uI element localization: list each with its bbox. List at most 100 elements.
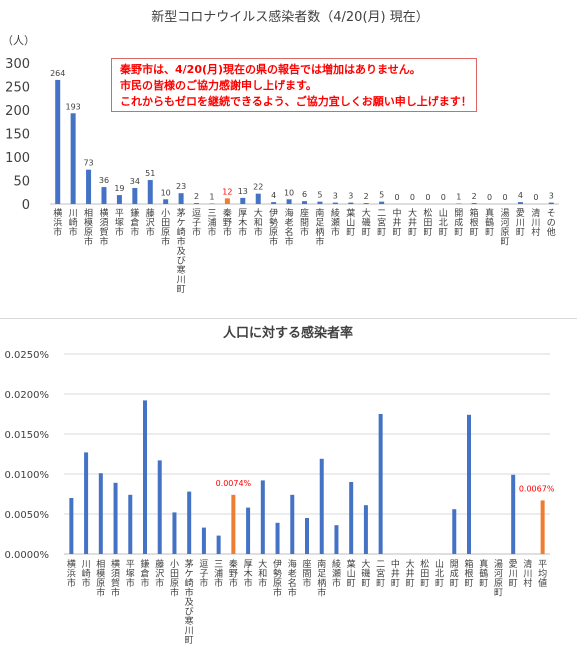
- chart1-bar: [471, 203, 477, 204]
- chart1-value-label: 1: [456, 193, 461, 202]
- chart1-bar: [101, 187, 107, 204]
- chart2-x-label: 湯河原町: [494, 559, 503, 599]
- chart1-value-label: 264: [50, 69, 65, 78]
- chart2-x-label: 逗子市: [199, 559, 208, 589]
- chart2-x-label: 海老名市: [288, 558, 297, 599]
- chart1-value-label: 36: [99, 176, 109, 185]
- chart1-x-label: 中井町: [393, 207, 402, 238]
- chart2-bar: [84, 452, 89, 554]
- chart1-x-label: 三浦市: [207, 209, 216, 238]
- chart1-value-label: 3: [333, 192, 338, 201]
- chart2-x-label: 横浜市: [67, 558, 76, 589]
- chart2-bar: [260, 480, 265, 554]
- chart1-bars: [55, 79, 554, 204]
- chart1-x-label: 愛川町: [516, 207, 525, 238]
- chart1-bar: [224, 198, 230, 204]
- chart2-ytick-label: 0.0100%: [5, 470, 50, 481]
- chart1-value-label: 5: [379, 191, 384, 200]
- chart1-x-label: 横浜市: [53, 207, 62, 238]
- chart1-value-label: 0: [487, 193, 492, 202]
- chart2-bar: [143, 400, 147, 554]
- chart1-value-label: 3: [348, 192, 353, 201]
- chart2-x-label: 愛川町: [509, 558, 518, 589]
- chart1-value-label: 34: [130, 177, 140, 186]
- chart2-x-label: 山北町: [435, 559, 444, 589]
- chart2-x-label: 二宮町: [376, 560, 385, 589]
- chart1-x-labels: 横浜市川崎市相模原市横須賀市平塚市鎌倉市藤沢市小田原市茅ケ崎市及び寒川町逗子市三…: [53, 207, 556, 295]
- chart2-bar: [452, 509, 457, 554]
- chart2-x-label: 真鶴町: [479, 558, 488, 589]
- chart2-x-label: 小田原市: [170, 559, 179, 599]
- chart1-bar: [302, 201, 307, 204]
- chart1-ytick-label: 0: [22, 198, 30, 213]
- chart1-x-label: 南足柄市: [315, 207, 324, 248]
- infection-rate-chart: 人口に対する感染者率 0.0000% 0.0050% 0.0100% 0.0150% 0…: [5, 325, 555, 646]
- chart2-x-label: 南足柄市: [317, 558, 326, 599]
- chart2-bars: [69, 400, 545, 554]
- chart2-x-label: 綾瀬市: [332, 558, 341, 589]
- chart1-x-label: 小田原市: [161, 208, 170, 248]
- chart2-bar: [290, 494, 295, 554]
- chart1-bar: [240, 197, 246, 204]
- chart1-ytick-label: 300: [5, 57, 30, 72]
- chart1-bar: [163, 199, 169, 204]
- chart2-x-label: 清川村: [523, 558, 532, 589]
- chart1-value-label: 0: [425, 193, 430, 202]
- chart2-x-label: 葉山町: [347, 558, 356, 589]
- chart1-value-label: 73: [83, 159, 93, 168]
- chart2-x-label: 川崎市: [82, 560, 91, 589]
- chart1-x-label: 横須賀市: [99, 207, 108, 248]
- chart1-x-label: 座間市: [300, 207, 309, 238]
- chart1-value-label: 12: [222, 187, 232, 196]
- infection-count-chart: 新型コロナウイルス感染者数（4/20(月) 現在） （人） 0501001502…: [2, 9, 559, 295]
- chart1-x-label: 葉山町: [346, 207, 355, 238]
- chart1-x-label: 清川村: [531, 207, 540, 238]
- chart1-ytick-label: 200: [5, 104, 30, 119]
- chart2-x-label: 三浦市: [214, 560, 223, 589]
- chart1-x-label: 鎌倉市: [130, 207, 139, 238]
- chart1-ytick-label: 150: [5, 128, 30, 143]
- chart1-value-label: 22: [253, 183, 263, 192]
- chart1-ytick-label: 50: [13, 175, 30, 190]
- chart2-bar: [172, 512, 177, 554]
- chart1-x-label: 川崎市: [69, 209, 78, 238]
- chart1-x-label: 秦野市: [223, 207, 232, 238]
- chart2-x-labels: 横浜市川崎市相模原市横須賀市平塚市鎌倉市藤沢市小田原市茅ケ崎市及び寒川町逗子市三…: [67, 558, 547, 646]
- chart2-x-label: 厚木市: [244, 559, 253, 589]
- chart2-x-label: 松田町: [420, 558, 429, 589]
- chart2-gridlines: [64, 353, 550, 515]
- annotation-line-1: 秦野市は、4/20(月)現在の県の報告では増加はありません。: [120, 63, 421, 76]
- annotation-line-2: 市民の皆様のご協力感謝申し上げます。: [120, 79, 317, 92]
- chart2-ytick-label: 0.0050%: [5, 510, 50, 521]
- chart1-bar: [363, 203, 369, 204]
- chart2-y-ticks: 0.0000% 0.0050% 0.0100% 0.0150% 0.0200% 0.025…: [5, 350, 50, 561]
- chart2-title: 人口に対する感染者率: [223, 325, 353, 341]
- chart1-value-label: 0: [394, 193, 399, 202]
- chart1-x-label: 山北町: [439, 208, 448, 238]
- chart1-ytick-label: 250: [5, 81, 30, 96]
- chart2-x-label: 開成町: [450, 559, 459, 589]
- chart1-x-label: 相模原市: [84, 207, 93, 248]
- chart2-bar: [363, 505, 368, 554]
- chart-divider: [0, 318, 577, 319]
- chart2-data-label: 0.0067%: [519, 484, 555, 493]
- chart2-x-label: 平均値: [538, 559, 547, 589]
- chart2-ytick-label: 0.0000%: [5, 550, 50, 561]
- chart1-bar: [147, 180, 153, 204]
- chart2-x-label: 平塚市: [126, 559, 135, 589]
- chart1-x-label: 逗子市: [192, 208, 201, 238]
- chart2-bar: [187, 491, 192, 554]
- chart2-bar: [540, 500, 545, 554]
- chart1-ylabel: （人）: [2, 34, 35, 47]
- chart1-x-label: 厚木市: [238, 208, 247, 238]
- chart1-bar: [178, 193, 184, 204]
- chart1-value-label: 2: [194, 192, 199, 201]
- chart2-ytick-label: 0.0150%: [5, 430, 50, 441]
- chart1-x-label: 湯河原町: [501, 208, 510, 248]
- chart1-x-label: 伊勢原市: [269, 207, 278, 248]
- chart1-ytick-label: 100: [5, 151, 30, 166]
- chart1-value-label: 1: [209, 193, 214, 202]
- chart1-bar: [548, 202, 554, 204]
- chart1-y-ticks: 0 50 100 150 200 250 300: [5, 57, 30, 213]
- chart2-bar: [334, 525, 339, 554]
